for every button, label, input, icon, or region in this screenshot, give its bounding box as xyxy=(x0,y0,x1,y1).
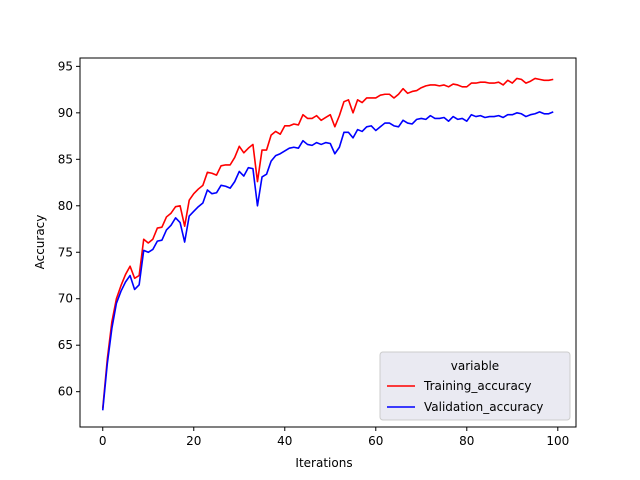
y-axis-ticks: 60 65 70 75 80 85 90 95 xyxy=(58,59,80,399)
x-tick-label: 80 xyxy=(459,434,474,448)
y-tick-label: 90 xyxy=(58,106,73,120)
legend-box xyxy=(379,351,571,421)
plot-frame xyxy=(79,57,577,428)
x-axis-ticks: 0 20 40 60 80 100 xyxy=(99,427,569,448)
x-tick-label: 40 xyxy=(277,434,292,448)
y-tick-label: 60 xyxy=(58,385,73,399)
legend: variable Training_accuracy Validation_ac… xyxy=(379,351,571,421)
y-tick-label: 95 xyxy=(58,59,73,73)
x-tick-label: 60 xyxy=(368,434,383,448)
y-tick-label: 80 xyxy=(58,199,73,213)
x-axis-label: Iterations xyxy=(295,456,352,470)
legend-entry-training: Training_accuracy xyxy=(423,379,532,393)
x-tick-label: 0 xyxy=(99,434,107,448)
series-line-validation-accuracy xyxy=(101,111,554,411)
y-axis-label: Accuracy xyxy=(33,215,47,270)
x-tick-label: 20 xyxy=(186,434,201,448)
y-tick-label: 65 xyxy=(58,338,73,352)
y-tick-label: 85 xyxy=(58,152,73,166)
series-lines xyxy=(101,77,554,411)
series-line-training-accuracy xyxy=(101,77,554,409)
legend-entry-validation: Validation_accuracy xyxy=(424,400,543,414)
x-tick-label: 100 xyxy=(546,434,569,448)
legend-title: variable xyxy=(451,359,499,373)
y-tick-label: 75 xyxy=(58,245,73,259)
y-tick-label: 70 xyxy=(58,292,73,306)
